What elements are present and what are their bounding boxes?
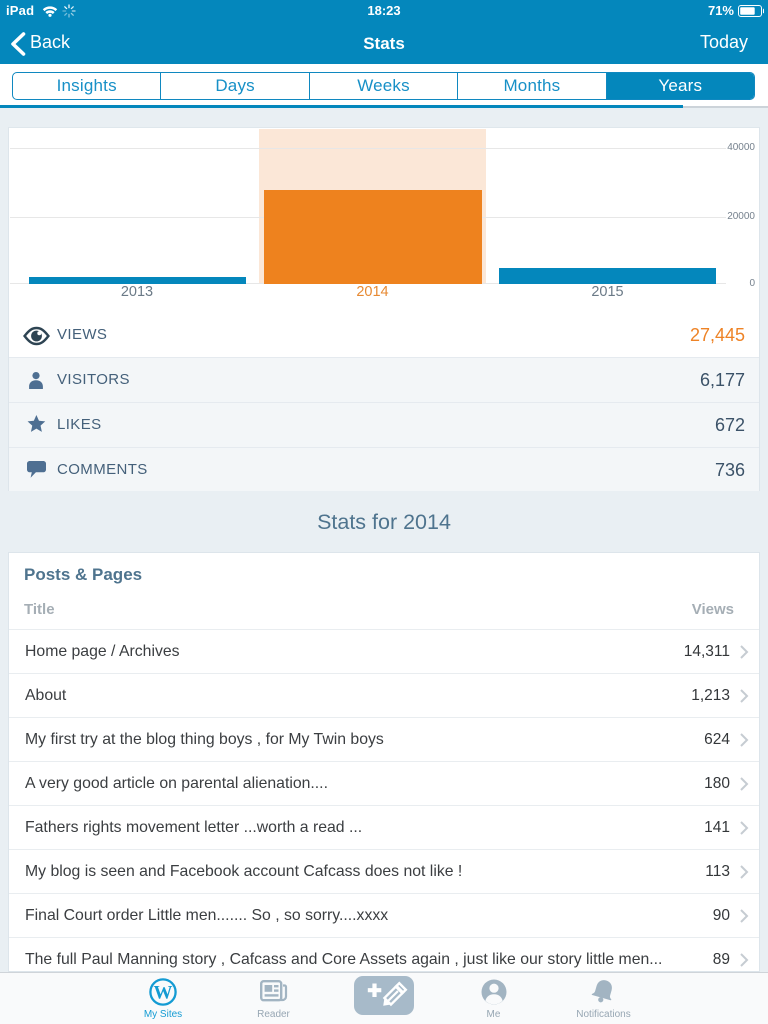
svg-text:W: W [154,983,173,1004]
